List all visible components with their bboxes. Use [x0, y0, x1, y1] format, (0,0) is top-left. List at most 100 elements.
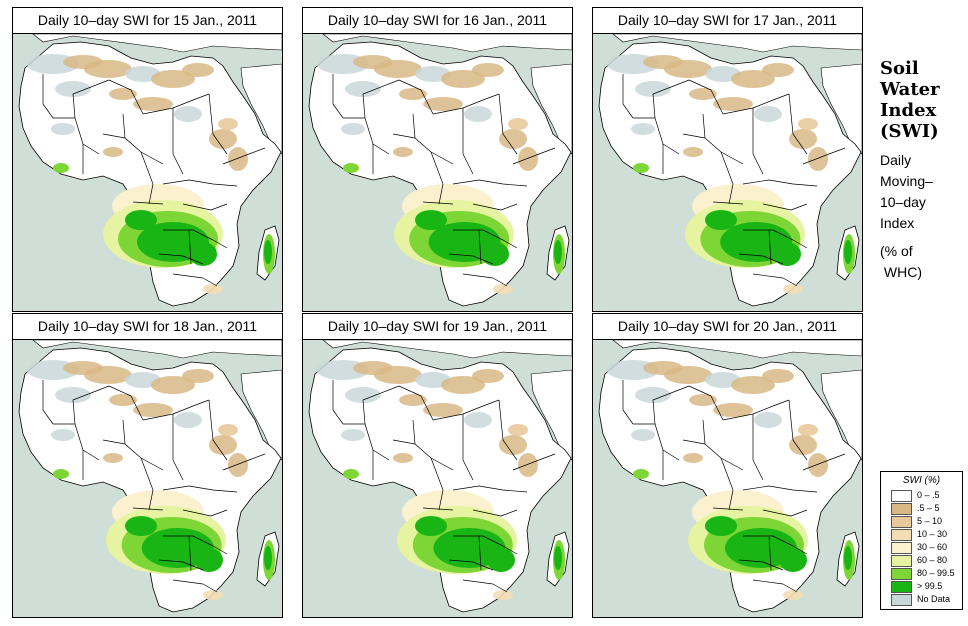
wet-zone-saturated: [189, 242, 217, 266]
africa-map: [592, 339, 863, 618]
panel-title: Daily 10–day SWI for 20 Jan., 2011: [592, 313, 863, 340]
dry-area: [374, 60, 422, 78]
country-border: [72, 79, 110, 119]
country-border: [802, 147, 846, 165]
country-border: [430, 151, 444, 205]
country-border: [162, 179, 238, 187]
dry-area: [635, 387, 671, 403]
europe-landmass: [32, 340, 282, 359]
coastal-wet-zone: [53, 163, 69, 173]
africa-map-svg: [18, 340, 282, 613]
country-border: [768, 535, 772, 571]
country-border: [452, 179, 528, 187]
dry-area: [754, 412, 782, 428]
map-panel-3: Daily 10–day SWI for 17 Jan., 2011: [592, 7, 863, 312]
legend-item: 0 – .5: [881, 489, 962, 502]
map-panel-1: Daily 10–day SWI for 15 Jan., 2011: [12, 7, 283, 312]
africa-map: [302, 33, 573, 312]
dry-area: [55, 387, 91, 403]
country-border: [633, 117, 680, 155]
legend-label: > 99.5: [917, 581, 943, 591]
country-border: [172, 414, 184, 481]
country-border: [188, 229, 192, 265]
wet-zone-saturated: [773, 242, 801, 266]
wet-zone-saturated: [487, 548, 515, 572]
panel-title: Daily 10–day SWI for 16 Jan., 2011: [302, 7, 573, 34]
africa-map-svg: [18, 34, 282, 307]
country-border: [332, 380, 344, 425]
coastal-wet-zone: [343, 469, 359, 479]
country-border: [142, 399, 210, 421]
side-units: (% of WHC): [880, 243, 922, 280]
country-border: [158, 253, 204, 265]
dry-area: [151, 376, 195, 394]
country-border: [108, 385, 144, 421]
panel-title: Daily 10–day SWI for 19 Jan., 2011: [302, 313, 573, 340]
country-border: [53, 117, 100, 155]
country-border: [102, 133, 164, 165]
country-border: [688, 79, 724, 115]
dry-area: [109, 88, 137, 100]
dry-area: [783, 284, 803, 294]
africa-map: [12, 33, 283, 312]
country-border: [712, 507, 744, 511]
legend: SWI (%) 0 – .5 .5 – 5 5 – 10 10 – 30 30 – 60…: [880, 471, 963, 610]
dry-area: [399, 394, 427, 406]
side-subtitle: Daily Moving– 10–day Index: [880, 152, 933, 231]
country-border: [432, 93, 500, 115]
dry-area: [345, 387, 381, 403]
dry-area: [664, 366, 712, 384]
legend-item: 10 – 30: [881, 528, 962, 541]
dry-area: [635, 81, 671, 97]
country-border: [108, 79, 144, 115]
legend-item: 80 – 99.5: [881, 567, 962, 580]
dry-area: [374, 366, 422, 384]
map-panel-6: Daily 10–day SWI for 20 Jan., 2011: [592, 313, 863, 618]
dry-area: [151, 70, 195, 88]
country-border: [172, 273, 218, 287]
country-border: [132, 201, 164, 205]
dry-area: [713, 403, 753, 417]
dry-area: [393, 453, 413, 463]
country-border: [422, 201, 454, 205]
country-border: [332, 74, 344, 119]
wet-zone-saturated: [125, 516, 157, 536]
country-border: [688, 385, 724, 421]
country-border: [722, 399, 790, 421]
legend-swatch: [891, 490, 912, 502]
africa-map-svg: [308, 34, 572, 307]
dry-area: [689, 88, 717, 100]
country-border: [498, 399, 518, 461]
country-border: [172, 108, 184, 175]
wet-zone-saturated: [705, 210, 737, 230]
europe-landmass: [322, 34, 572, 53]
dry-area: [218, 118, 238, 130]
dry-area: [472, 369, 504, 383]
coastal-wet-zone: [343, 163, 359, 173]
legend-label: 80 – 99.5: [917, 568, 955, 578]
dry-area: [133, 97, 173, 111]
europe-landmass: [322, 340, 572, 359]
madagascar-wet-zone: [844, 240, 852, 264]
dry-area: [441, 70, 485, 88]
dry-area: [103, 453, 123, 463]
dry-area: [798, 424, 818, 436]
madagascar-wet-zone: [554, 240, 562, 264]
dry-area: [464, 412, 492, 428]
dry-area: [341, 123, 365, 135]
country-border: [163, 229, 228, 249]
dry-area: [399, 88, 427, 100]
country-border: [682, 439, 744, 471]
legend-swatch: [891, 568, 912, 580]
country-border: [720, 151, 734, 205]
country-border: [188, 535, 192, 571]
country-border: [102, 439, 164, 471]
country-border: [208, 399, 228, 461]
legend-item: 60 – 80: [881, 554, 962, 567]
dry-area: [103, 147, 123, 157]
africa-map-svg: [598, 340, 862, 613]
dry-area: [228, 453, 248, 477]
country-border: [622, 74, 634, 119]
dry-area: [493, 590, 513, 600]
country-border: [163, 535, 228, 555]
